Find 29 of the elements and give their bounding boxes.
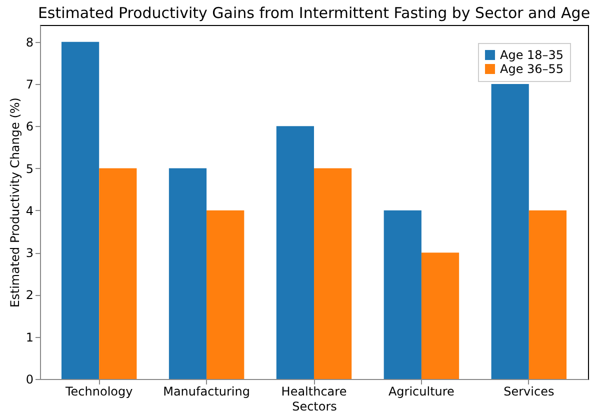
y-tick-label: 7 [26, 78, 34, 92]
x-tick-label: Technology [64, 384, 133, 398]
bar [61, 42, 100, 379]
bar [421, 252, 460, 379]
bar [206, 210, 244, 379]
bar [384, 210, 422, 379]
chart-title: Estimated Productivity Gains from Intermittent Fasting by Sector and Age [38, 4, 590, 22]
bar [276, 126, 314, 379]
y-tick-label: 3 [26, 246, 34, 260]
x-tick-label: Healthcare [281, 384, 347, 398]
y-tick-label: 6 [26, 120, 34, 134]
bar [528, 210, 567, 379]
y-tick-label: 0 [26, 372, 34, 386]
y-tick-label: 2 [26, 288, 34, 302]
legend-label: Age 36–55 [500, 62, 564, 76]
y-tick-label: 8 [26, 35, 34, 50]
x-tick-label: Agriculture [388, 384, 454, 398]
x-tick-label: Services [504, 384, 554, 398]
bar [491, 84, 529, 379]
x-axis-title: Sectors [292, 400, 337, 414]
y-tick-label: 5 [26, 162, 34, 176]
x-tick-label: Manufacturing [163, 384, 250, 398]
bar [314, 168, 352, 379]
legend-label: Age 18–35 [500, 48, 564, 62]
y-axis-title: Estimated Productivity Change (%) [8, 98, 22, 308]
bar [168, 168, 207, 379]
bar [99, 168, 137, 379]
y-tick-label: 1 [26, 330, 34, 344]
y-tick-label: 4 [26, 204, 34, 218]
